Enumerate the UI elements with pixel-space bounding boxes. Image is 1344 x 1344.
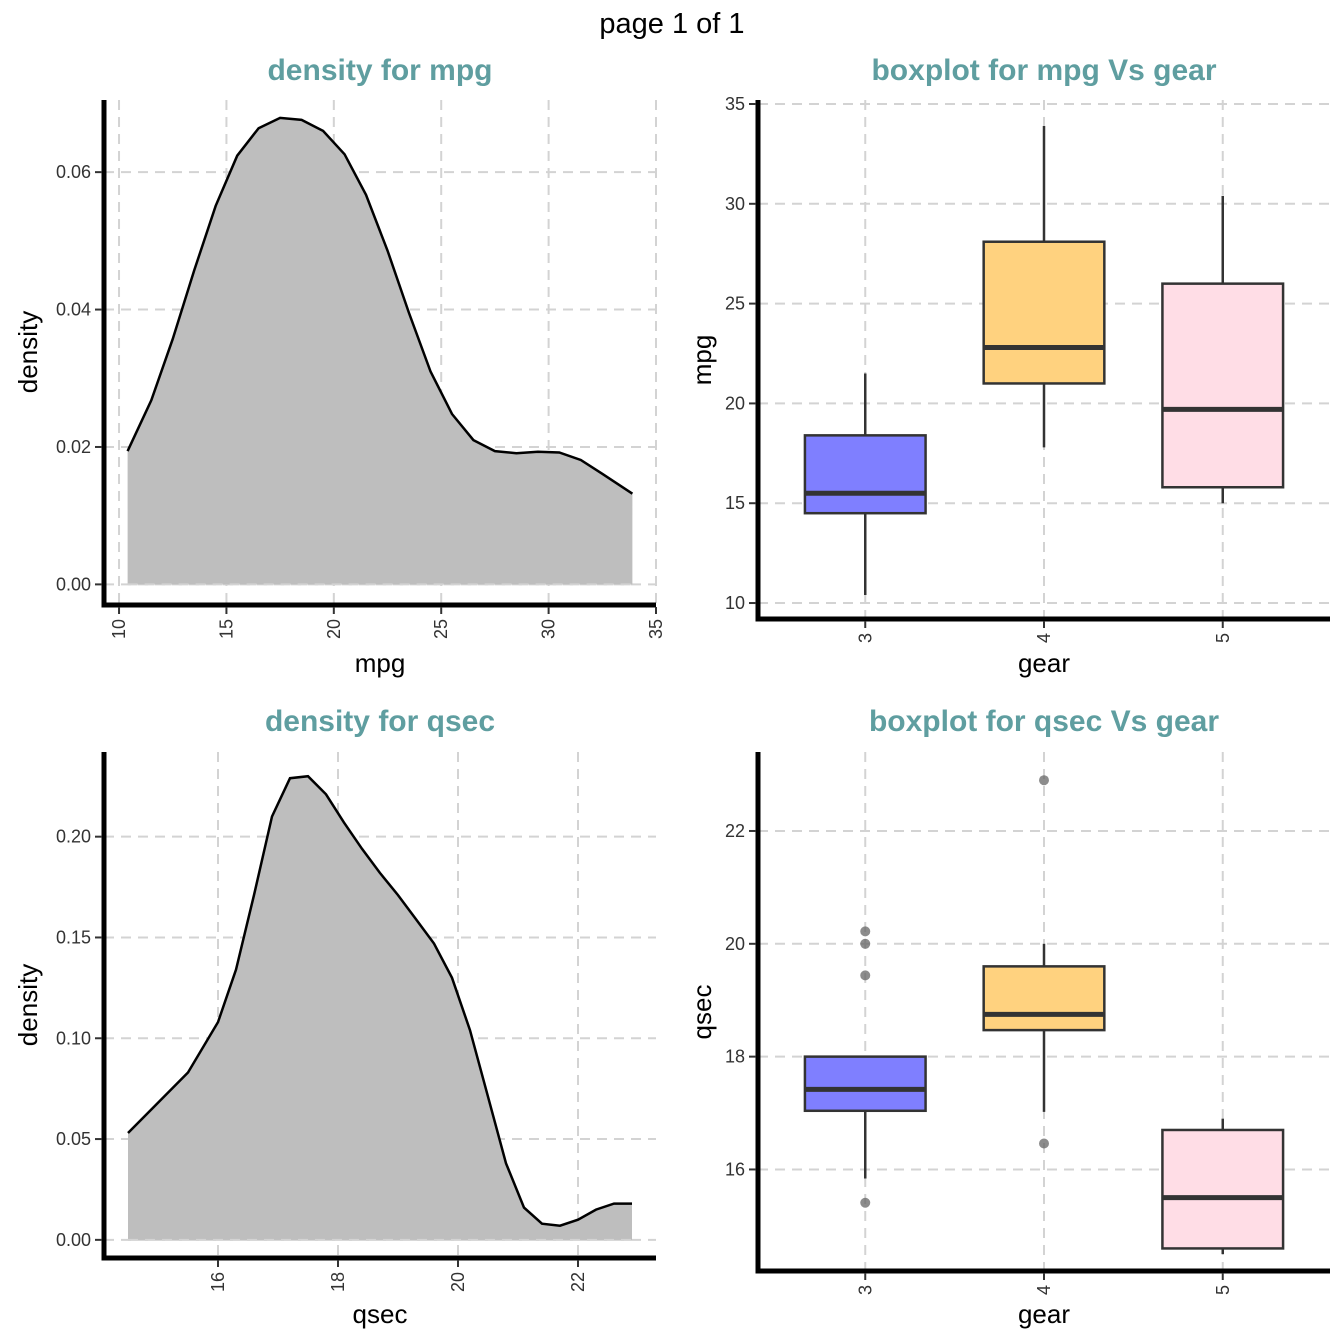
y-tick-label: 0.15 — [56, 927, 91, 947]
x-tick-label: 20 — [448, 1272, 468, 1292]
box-group — [1161, 195, 1285, 504]
x-tick-label: 18 — [328, 1272, 348, 1292]
outlier-point — [1039, 1138, 1049, 1149]
y-axis-title: density — [13, 964, 43, 1046]
y-tick-label: 0.02 — [56, 437, 91, 457]
density-curve — [126, 116, 634, 495]
box-group — [982, 125, 1106, 448]
x-tick-label: 20 — [324, 619, 344, 639]
y-tick-label: 0.04 — [56, 300, 91, 320]
x-tick-label: 22 — [568, 1272, 588, 1292]
x-tick-label: 15 — [216, 619, 236, 639]
y-tick-label: 0.00 — [56, 1230, 91, 1250]
x-tick-label: 30 — [539, 619, 559, 639]
y-tick-label: 30 — [725, 194, 745, 214]
boxplot-mpg-gear-panel: boxplot for mpg Vs gear 10 15 20 25 30 35 3 4 5 ge… — [687, 54, 1330, 678]
box-group — [1161, 1118, 1285, 1255]
box-group — [982, 775, 1106, 1149]
y-axis-title: qsec — [687, 985, 717, 1040]
panel-title: density for mpg — [267, 54, 492, 87]
box — [803, 1055, 927, 1113]
x-axis-title: gear — [1018, 648, 1070, 678]
y-tick-label: 20 — [725, 934, 745, 954]
x-axis-title: gear — [1018, 1299, 1070, 1329]
y-axis-title: density — [13, 311, 43, 393]
box-group — [803, 373, 927, 596]
x-tick-label: 10 — [109, 619, 129, 639]
x-tick-label: 4 — [1034, 1285, 1054, 1295]
y-tick-label: 16 — [725, 1159, 745, 1179]
box — [1161, 1128, 1285, 1250]
outlier-point — [1039, 775, 1049, 786]
density-area — [127, 117, 633, 585]
outlier-point — [860, 1197, 871, 1208]
outlier-point — [860, 926, 871, 937]
y-tick-label: 20 — [725, 393, 745, 413]
density-mpg-panel: density for mpg 0.00 0.02 0.04 0.06 10 15 20 25 3… — [13, 54, 666, 678]
box — [803, 434, 927, 515]
density-area — [128, 776, 632, 1240]
y-tick-label: 0.06 — [56, 162, 91, 182]
x-axis-title: mpg — [355, 648, 406, 678]
x-tick-label: 16 — [208, 1272, 228, 1292]
x-tick-label: 35 — [646, 619, 666, 639]
x-tick-label: 3 — [855, 633, 875, 643]
x-tick-label: 4 — [1034, 633, 1054, 643]
outlier-point — [860, 938, 871, 949]
panel-title: boxplot for mpg Vs gear — [871, 54, 1216, 87]
box — [982, 240, 1106, 385]
y-tick-label: 0.00 — [56, 574, 91, 594]
y-axis-title: mpg — [687, 335, 717, 386]
y-tick-label: 0.10 — [56, 1028, 91, 1048]
y-tick-label: 22 — [725, 821, 745, 841]
density-curve — [127, 774, 632, 1227]
y-tick-label: 25 — [725, 294, 745, 314]
x-axis-title: qsec — [353, 1299, 408, 1329]
boxplot-qsec-gear-panel: boxplot for qsec Vs gear 16 18 20 22 3 4 5 gear q… — [687, 705, 1330, 1329]
density-qsec-panel: density for qsec 0.00 0.05 0.10 0.15 0.20 16 18… — [13, 705, 656, 1329]
page-title: page 1 of 1 — [599, 8, 744, 40]
panel-title: density for qsec — [265, 705, 495, 738]
panel-title: boxplot for qsec Vs gear — [869, 705, 1219, 738]
y-tick-label: 10 — [725, 593, 745, 613]
x-tick-label: 5 — [1213, 1285, 1233, 1295]
x-tick-label: 3 — [855, 1285, 875, 1295]
y-tick-label: 0.05 — [56, 1129, 91, 1149]
outlier-point — [860, 970, 871, 981]
box-group — [803, 926, 927, 1208]
x-tick-label: 25 — [431, 619, 451, 639]
y-tick-label: 35 — [725, 94, 745, 114]
box — [982, 965, 1106, 1032]
box — [1161, 282, 1285, 489]
y-tick-label: 15 — [725, 493, 745, 513]
x-tick-label: 5 — [1213, 633, 1233, 643]
y-tick-label: 18 — [725, 1047, 745, 1067]
y-tick-label: 0.20 — [56, 827, 91, 847]
